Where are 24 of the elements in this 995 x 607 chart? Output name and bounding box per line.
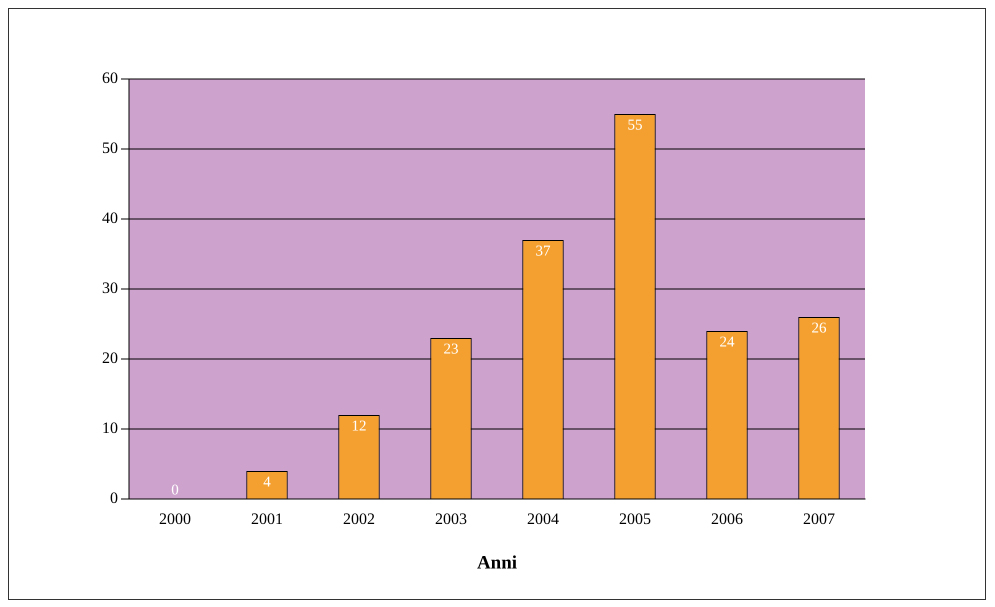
data-label: 0 [171, 482, 179, 498]
data-label: 4 [263, 474, 272, 490]
y-tick-label: 50 [102, 140, 118, 158]
x-tick-label: 2000 [159, 510, 191, 528]
data-label: 55 [628, 117, 642, 134]
x-tick-label: 2005 [619, 510, 651, 528]
x-tick-label: 2002 [343, 510, 375, 528]
data-label: 24 [720, 334, 735, 350]
x-axis-title: Anni [476, 552, 518, 574]
x-tick-label: 2003 [435, 510, 467, 528]
y-tick-label: 10 [102, 420, 118, 438]
x-tick-label: 2006 [711, 510, 743, 528]
y-tick-label: 0 [110, 490, 118, 508]
x-tick-label: 2004 [527, 510, 559, 528]
data-label: 26 [812, 320, 827, 336]
x-tick-label: 2007 [803, 510, 835, 528]
y-tick-label: 20 [102, 350, 118, 368]
data-label: 37 [536, 243, 551, 260]
y-tick-label: 30 [102, 280, 118, 298]
data-label: 23 [444, 341, 458, 358]
x-tick-label: 2001 [251, 510, 283, 528]
data-label: 12 [352, 418, 366, 434]
y-tick-label: 40 [102, 210, 118, 228]
y-tick-label: 60 [102, 70, 118, 88]
